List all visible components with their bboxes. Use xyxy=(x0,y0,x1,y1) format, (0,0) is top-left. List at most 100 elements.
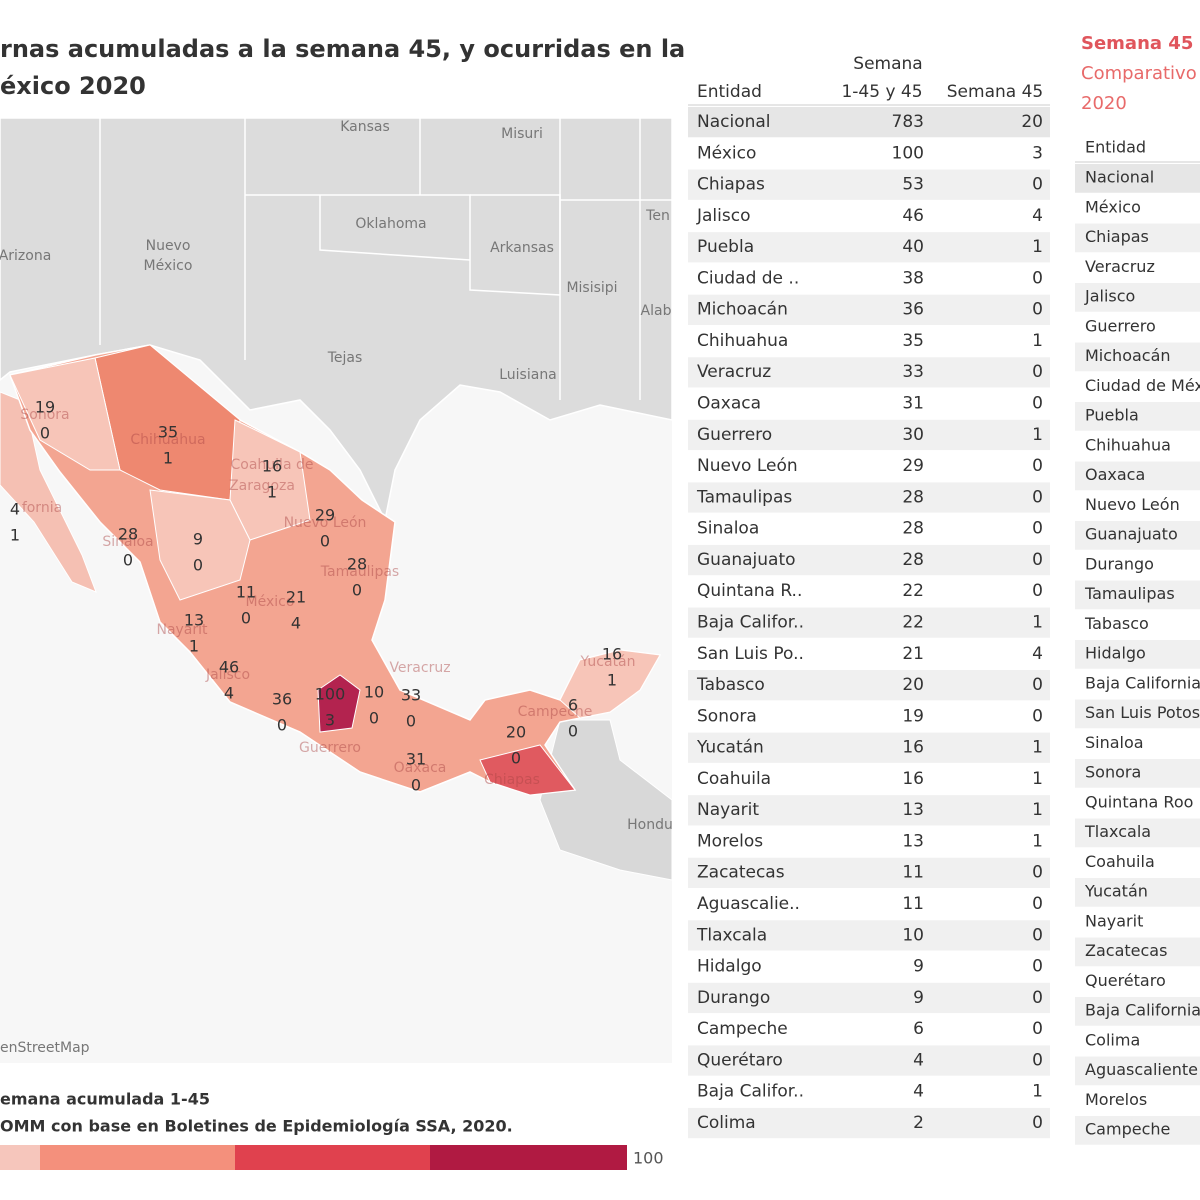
cell-total: 46 xyxy=(902,206,924,226)
legend-swatch xyxy=(235,1145,430,1170)
cell-week: 1 xyxy=(1032,331,1043,351)
cell-total: 40 xyxy=(902,237,924,257)
cell-entity: Guanajuato xyxy=(697,550,796,570)
map-value-total: 28 xyxy=(347,555,367,574)
map-value-total: 19 xyxy=(35,398,55,417)
row-background xyxy=(688,294,1050,325)
row-background xyxy=(1075,342,1200,372)
place-label: Misisipi xyxy=(566,280,617,296)
column-header: Semana xyxy=(853,54,922,74)
cell-entity: Tamaulipas xyxy=(1084,584,1175,603)
row-background xyxy=(688,107,1050,138)
region xyxy=(479,744,576,796)
place-label: Nuevo xyxy=(146,238,191,254)
row-background xyxy=(1075,878,1200,907)
column-header: Entidad xyxy=(1085,138,1146,157)
cell-entity: Nacional xyxy=(697,112,771,132)
cell-entity: Zacatecas xyxy=(1085,941,1167,960)
cell-entity: San Luis Po.. xyxy=(697,644,804,664)
cell-entity: Sinaloa xyxy=(1085,733,1144,752)
map-value-total: 4 xyxy=(10,500,20,519)
map-value-total: 13 xyxy=(184,611,204,630)
cell-entity: Baja California xyxy=(1085,1001,1200,1020)
map-value-total: 46 xyxy=(219,658,239,677)
row-background xyxy=(1075,402,1200,431)
cell-entity: Michoacán xyxy=(697,300,788,320)
cell-entity: Campeche xyxy=(697,1019,788,1039)
cell-week: 0 xyxy=(1032,894,1043,914)
row-background xyxy=(1075,699,1200,729)
cell-entity: Yucatán xyxy=(1084,882,1148,901)
cell-total: 16 xyxy=(902,738,924,758)
cell-entity: Tamaulipas xyxy=(696,487,792,507)
row-background xyxy=(1075,521,1200,550)
cell-week: 0 xyxy=(1032,1019,1043,1039)
state-label: Tamaulipas xyxy=(320,564,399,580)
region xyxy=(9,357,121,471)
cell-entity: Chihuahua xyxy=(697,331,788,351)
cell-entity: Chiapas xyxy=(697,175,765,195)
map-value-week: 0 xyxy=(352,581,362,600)
cell-entity: Baja Califor.. xyxy=(697,1082,804,1102)
cell-entity: Campeche xyxy=(1085,1120,1170,1139)
cell-week: 0 xyxy=(1032,550,1043,570)
cell-entity: Nuevo León xyxy=(697,456,798,476)
map-value-total: 11 xyxy=(236,583,256,602)
cell-total: 4 xyxy=(913,1050,924,1070)
cell-total: 53 xyxy=(902,175,924,195)
cell-total: 9 xyxy=(913,957,924,977)
row-background xyxy=(1075,997,1200,1026)
map-value-total: 100 xyxy=(315,685,346,704)
cell-week: 1 xyxy=(1032,769,1043,789)
place-label: Kansas xyxy=(340,119,390,135)
place-label: Misuri xyxy=(501,126,543,142)
region xyxy=(317,674,361,733)
column-header: Entidad xyxy=(697,82,762,102)
legend-max: 100 xyxy=(633,1149,664,1168)
map-value-week: 0 xyxy=(568,722,578,741)
legend-title: emana acumulada 1-45 xyxy=(0,1090,210,1109)
map-value-total: 6 xyxy=(568,696,578,715)
cell-entity: Chiapas xyxy=(1085,227,1149,246)
cell-entity: Tabasco xyxy=(696,675,765,695)
row-background xyxy=(688,544,1050,576)
cell-entity: Nuevo León xyxy=(1085,495,1180,514)
state-label: Sonora xyxy=(20,407,69,423)
state-label: Yucatán xyxy=(579,654,635,670)
cell-entity: Querétaro xyxy=(697,1050,783,1070)
cell-week: 20 xyxy=(1021,112,1043,132)
cell-total: 10 xyxy=(902,925,924,945)
cell-total: 2 xyxy=(913,1113,924,1133)
cell-entity: Sonora xyxy=(697,706,757,726)
state-label: fornia xyxy=(22,500,62,516)
row-background xyxy=(1075,283,1200,312)
map-value-week: 0 xyxy=(123,551,133,570)
map-value-week: 0 xyxy=(277,716,287,735)
cell-entity: Sinaloa xyxy=(697,519,759,539)
cell-week: 0 xyxy=(1032,394,1043,414)
cell-entity: Aguascaliente xyxy=(1085,1060,1198,1079)
map-value-week: 0 xyxy=(369,709,379,728)
map-value-week: 0 xyxy=(40,424,50,443)
cell-entity: Jalisco xyxy=(1084,287,1135,306)
cell-entity: Ciudad de .. xyxy=(697,268,799,288)
row-background xyxy=(1075,1116,1200,1145)
map-value-total: 28 xyxy=(118,525,138,544)
place-label: Alab xyxy=(641,303,672,319)
region xyxy=(149,489,251,601)
row-background xyxy=(688,920,1050,951)
cell-entity: Jalisco xyxy=(696,206,750,226)
column-header: Semana 45 xyxy=(947,82,1043,102)
row-background xyxy=(688,357,1050,388)
cell-week: 0 xyxy=(1032,1050,1043,1070)
map-value-total: 36 xyxy=(272,690,292,709)
row-background xyxy=(1075,1056,1200,1086)
cell-week: 3 xyxy=(1032,143,1043,163)
cell-entity: Colima xyxy=(697,1113,756,1133)
state-label: Oaxaca xyxy=(394,760,447,776)
cell-week: 0 xyxy=(1032,675,1043,695)
place-label: Arizona xyxy=(0,248,51,264)
row-background xyxy=(1075,580,1200,610)
map-value-week: 1 xyxy=(163,449,173,468)
cell-week: 0 xyxy=(1032,863,1043,883)
